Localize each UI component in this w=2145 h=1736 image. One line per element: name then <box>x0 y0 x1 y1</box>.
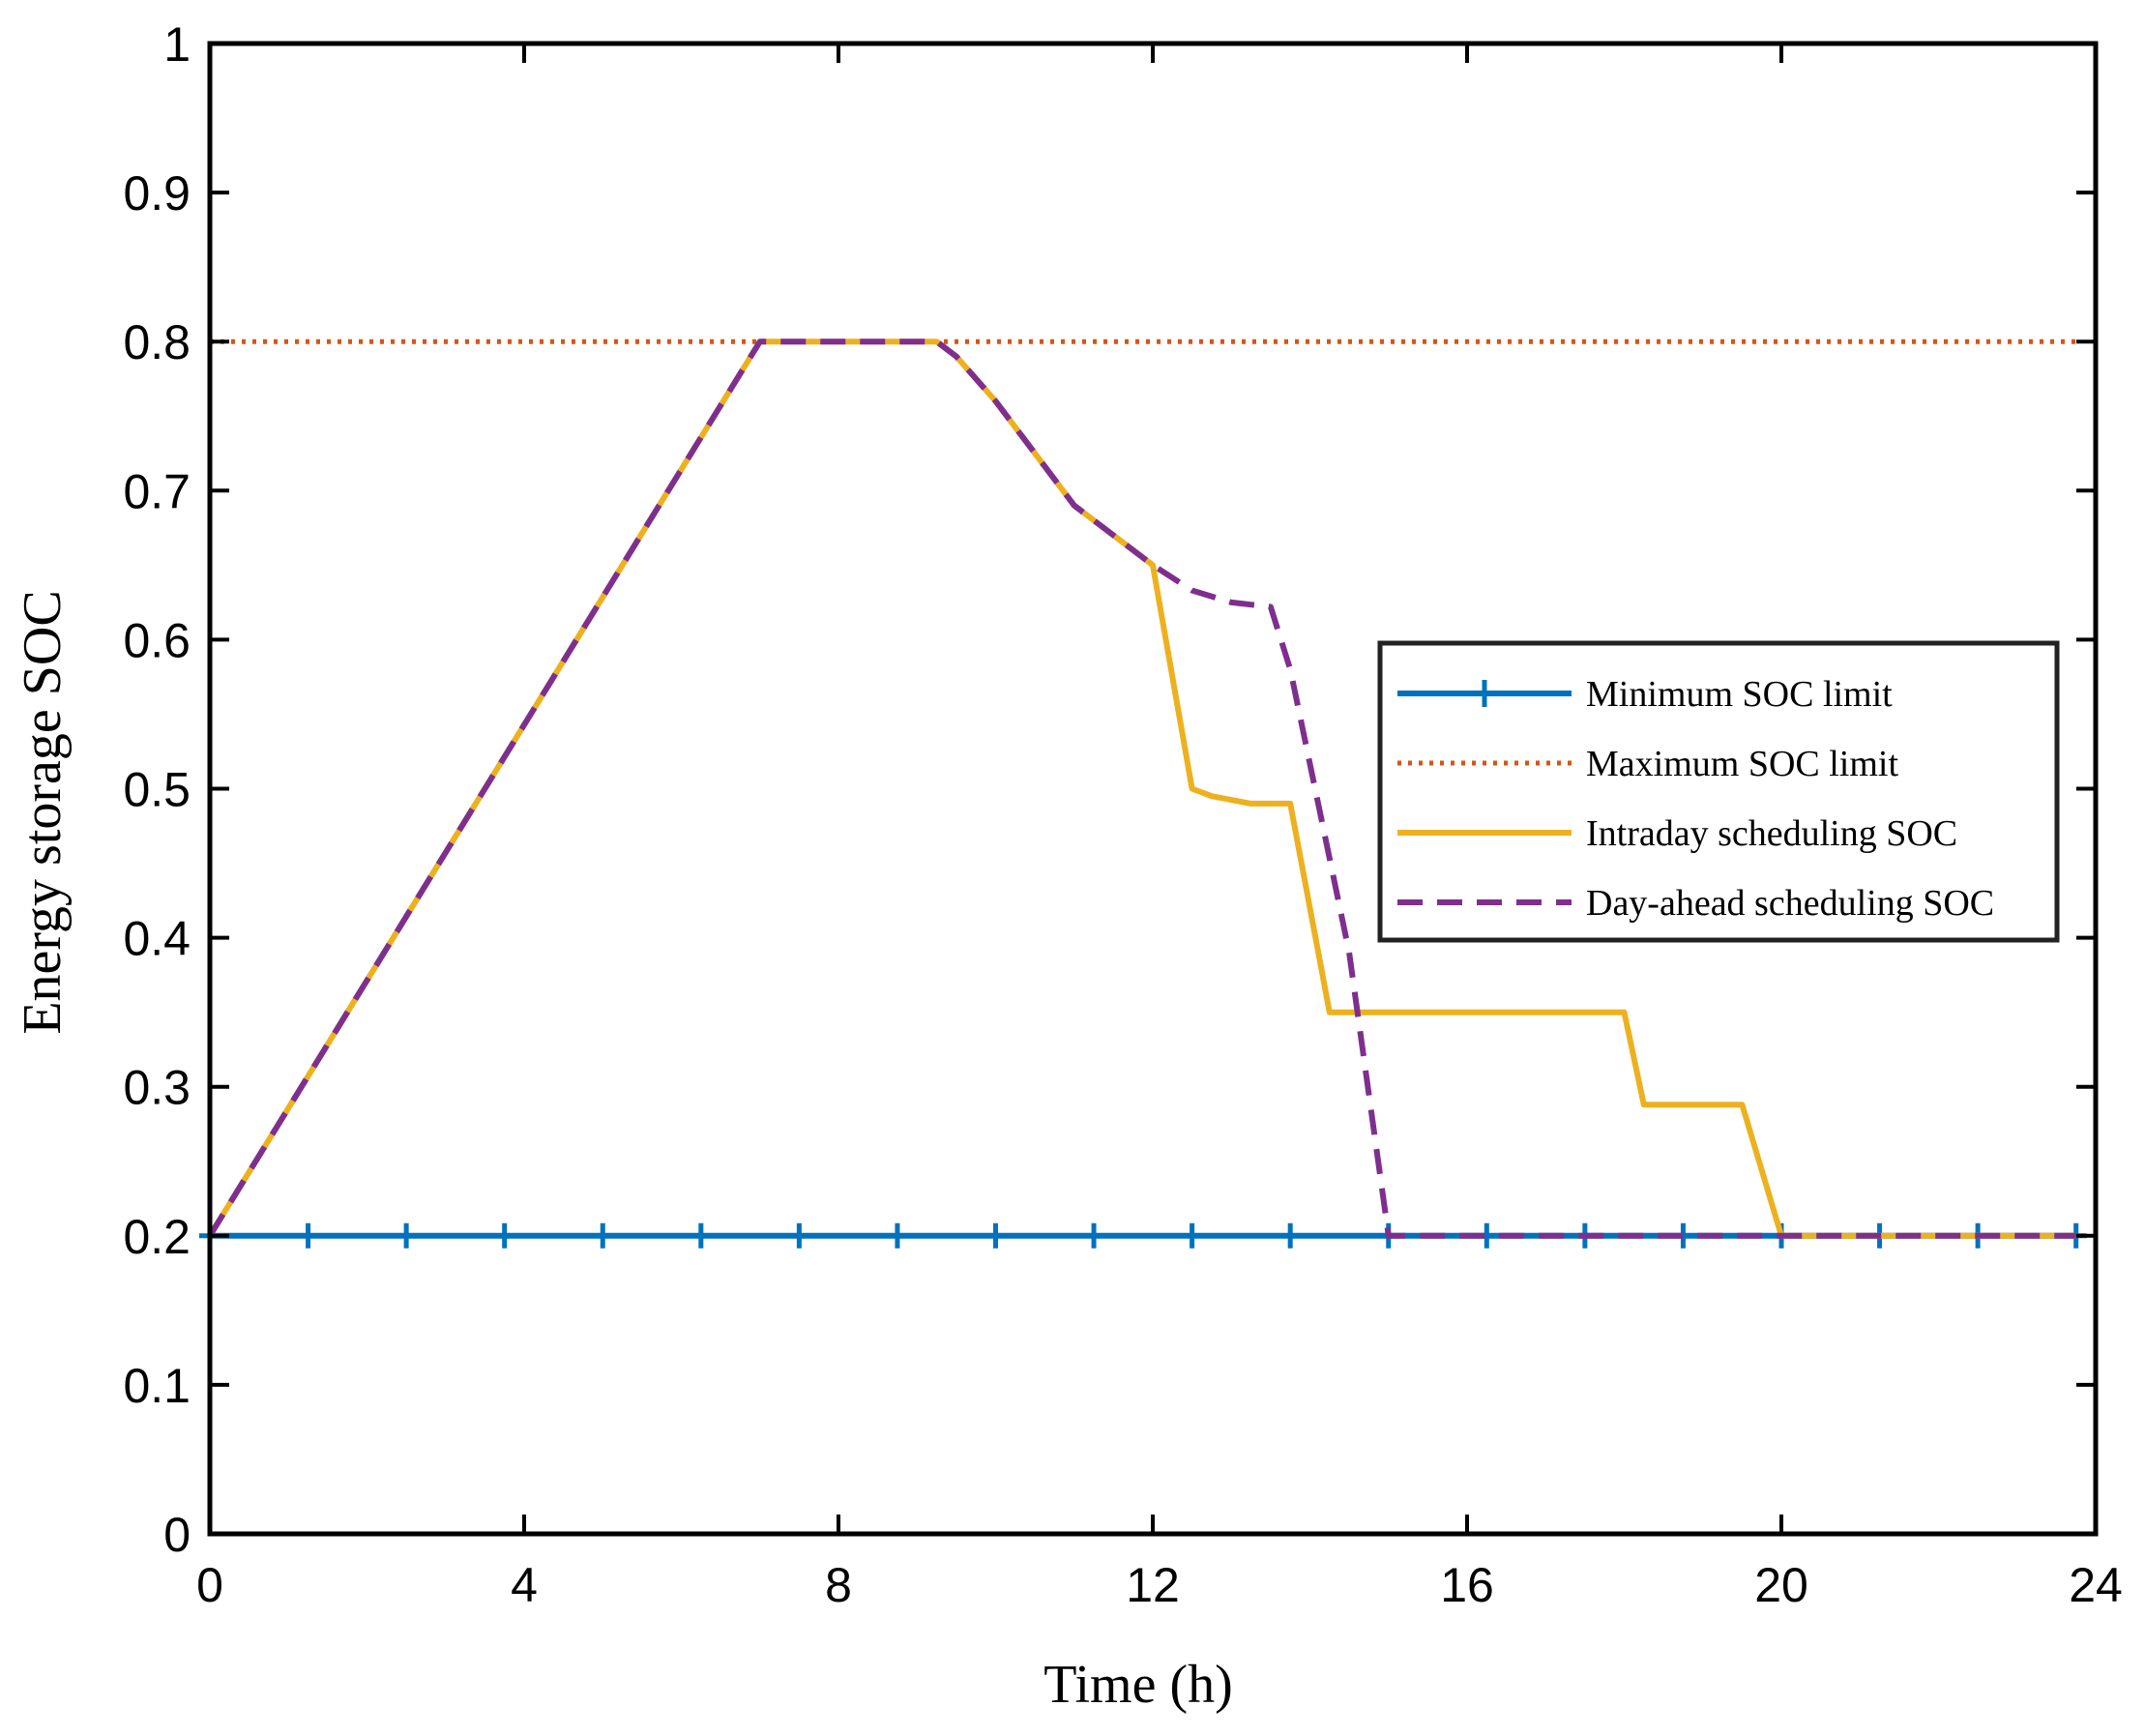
y-tick-label: 1 <box>163 17 191 72</box>
legend: Minimum SOC limit Maximum SOC limit Intrad… <box>1377 640 2060 943</box>
data-point-marker <box>493 1222 515 1249</box>
x-tick-label: 24 <box>2069 1558 2123 1612</box>
legend-marker <box>1474 680 1495 707</box>
x-tick-label: 4 <box>511 1558 538 1612</box>
data-point-marker <box>297 1222 319 1249</box>
x-tick-label: 12 <box>1126 1558 1180 1612</box>
y-tick-label: 0.6 <box>123 613 191 667</box>
y-tick-label: 0.3 <box>123 1061 191 1115</box>
x-ticks: 0 4 8 12 16 20 24 <box>196 44 2123 1612</box>
y-tick-label: 0.9 <box>123 166 191 221</box>
legend-label-day-ahead-scheduling-soc: Day-ahead scheduling SOC <box>1586 883 1994 924</box>
y-tick-label: 0.1 <box>123 1359 191 1413</box>
y-axis-title: Energy storage SOC <box>13 590 73 1034</box>
data-point-marker <box>1279 1222 1302 1249</box>
data-point-marker <box>396 1222 418 1249</box>
series-line-day-ahead-scheduling-soc <box>207 338 2076 1239</box>
data-point-marker <box>690 1222 712 1249</box>
y-ticks: 0 0.1 0.2 0.3 0.4 0.5 0.6 0.7 0.8 0.9 1 <box>123 17 2096 1562</box>
y-tick-label: 0.4 <box>123 912 191 966</box>
x-tick-label: 16 <box>1440 1558 1494 1612</box>
legend-label-maximum-soc-limit: Maximum SOC limit <box>1586 744 1898 784</box>
x-tick-label: 8 <box>825 1558 852 1612</box>
y-tick-label: 0.7 <box>123 464 191 518</box>
plot-series <box>199 338 2087 1249</box>
data-point-marker <box>1083 1222 1105 1249</box>
x-axis-title: Time (h) <box>1043 1655 1233 1715</box>
legend-label-intraday-scheduling-soc: Intraday scheduling SOC <box>1586 813 1957 854</box>
data-point-marker <box>984 1222 1007 1249</box>
x-tick-label: 20 <box>1754 1558 1808 1612</box>
data-point-marker <box>1181 1222 1203 1249</box>
y-tick-label: 0.8 <box>123 315 191 369</box>
y-tick-label: 0.5 <box>123 763 191 817</box>
y-tick-label: 0 <box>163 1508 191 1562</box>
data-point-marker <box>592 1222 614 1249</box>
y-tick-label: 0.2 <box>123 1210 191 1264</box>
data-point-marker <box>886 1222 908 1249</box>
x-tick-label: 0 <box>196 1558 223 1612</box>
legend-label-minimum-soc-limit: Minimum SOC limit <box>1586 674 1893 715</box>
data-point-marker <box>788 1222 810 1249</box>
